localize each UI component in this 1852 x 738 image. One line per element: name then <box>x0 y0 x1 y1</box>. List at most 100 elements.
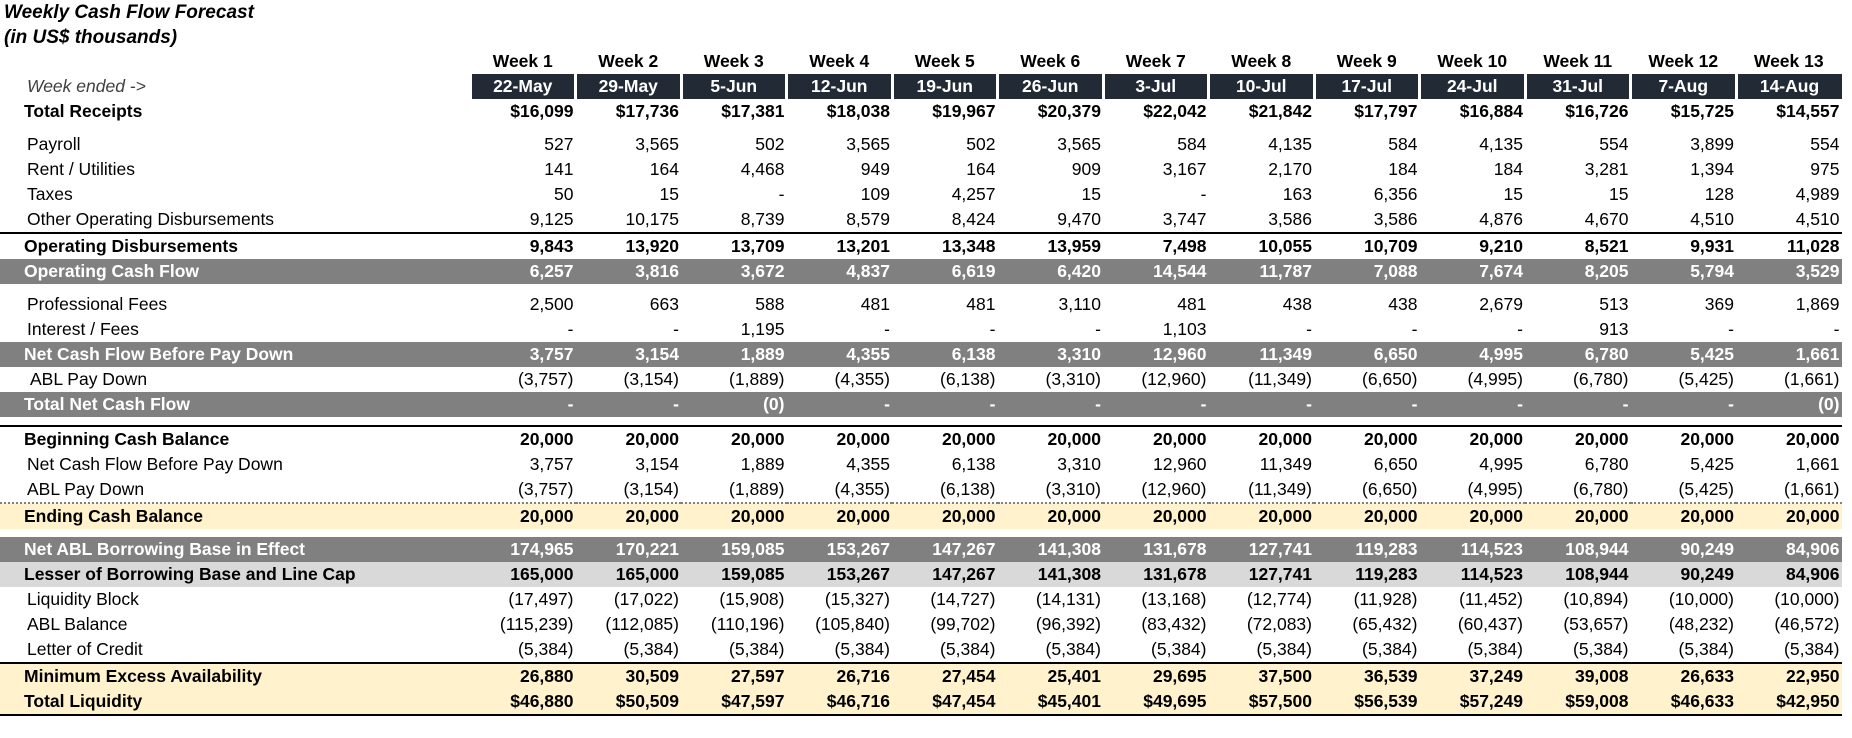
value-cell: 147,267 <box>892 562 998 587</box>
value-cell: 481 <box>1177 294 1207 314</box>
value-cell: 174,965 <box>470 537 576 562</box>
value-cell: $15,725 <box>1670 101 1734 121</box>
value-cell: 128 <box>1704 184 1734 204</box>
value-cell: (5,384) <box>1362 639 1418 659</box>
spacer-row <box>0 529 1842 537</box>
value-cell: 438 <box>1388 294 1418 314</box>
value-cell: $16,099 <box>510 101 574 121</box>
value-cell: 20,000 <box>1103 425 1209 452</box>
value-cell: 15 <box>1609 184 1629 204</box>
value-cell: 164 <box>649 159 679 179</box>
value-cell: - <box>1419 392 1525 417</box>
value-cell: (3,310) <box>997 477 1103 504</box>
value-cell: - <box>1411 319 1418 339</box>
value-cell: 4,135 <box>1268 134 1312 154</box>
value-cell: 913 <box>1599 319 1629 339</box>
ending-cash-balance-row: Ending Cash Balance 20,000 20,000 20,000 20,… <box>0 503 1842 529</box>
week-date-cell: 24-Jul <box>1418 74 1525 99</box>
payroll-row: Payroll 527 3,565 502 3,565 502 3,565 584 4,135 5… <box>0 132 1842 157</box>
value-cell: 3,154 <box>635 454 679 474</box>
value-cell: 3,757 <box>529 454 574 474</box>
header-blank-cell <box>0 49 470 74</box>
value-cell: 5,425 <box>1630 342 1736 367</box>
value-cell: 909 <box>1071 159 1101 179</box>
row-label: Operating Disbursements <box>0 232 470 259</box>
value-cell: (12,774) <box>1246 589 1312 609</box>
value-cell: 3,586 <box>1373 209 1418 229</box>
value-cell: (1,889) <box>681 477 787 504</box>
spacer-row <box>0 417 1842 426</box>
value-cell: 13,959 <box>997 232 1103 259</box>
value-cell: 20,000 <box>1314 503 1420 529</box>
value-cell: 26,633 <box>1630 662 1736 689</box>
value-cell: 165,000 <box>470 562 576 587</box>
value-cell: 37,500 <box>1208 662 1314 689</box>
value-cell: 119,283 <box>1314 537 1420 562</box>
value-cell: 975 <box>1810 159 1840 179</box>
row-label: Letter of Credit <box>27 639 143 659</box>
value-cell: 84,906 <box>1736 537 1842 562</box>
row-label: Liquidity Block <box>27 589 139 609</box>
week-header-cell: Week 2 <box>598 51 659 71</box>
value-cell: 3,565 <box>1057 134 1101 154</box>
value-cell: (60,437) <box>1457 614 1523 634</box>
value-cell: (4,995) <box>1419 477 1525 504</box>
value-cell: (11,349) <box>1248 369 1312 389</box>
total-net-cash-flow-row: Total Net Cash Flow - - (0) - - - - - - - - - (0) <box>0 392 1842 417</box>
row-label: ABL Pay Down <box>0 477 470 504</box>
value-cell: (1,661) <box>1784 369 1840 389</box>
value-cell: $42,950 <box>1736 689 1842 716</box>
value-cell: 184 <box>1388 159 1418 179</box>
value-cell: (13,168) <box>1141 589 1207 609</box>
value-cell: 13,920 <box>575 232 681 259</box>
row-label: Net ABL Borrowing Base in Effect <box>0 537 470 562</box>
value-cell: 663 <box>649 294 679 314</box>
value-cell: - <box>567 319 574 339</box>
row-label: Rent / Utilities <box>27 159 135 179</box>
value-cell: (3,154) <box>575 477 681 504</box>
lesser-of-borrowing-base-and-line-cap-row: Lesser of Borrowing Base and Line Cap 165… <box>0 562 1842 587</box>
value-cell: 9,470 <box>1057 209 1101 229</box>
value-cell: - <box>1833 319 1840 339</box>
value-cell: - <box>673 319 679 339</box>
value-cell: (6,138) <box>892 477 998 504</box>
week-header-cell: Week 5 <box>914 51 975 71</box>
value-cell: 20,000 <box>1208 503 1314 529</box>
value-cell: 14,544 <box>1103 259 1209 284</box>
value-cell: 6,420 <box>997 259 1103 284</box>
value-cell: 4,995 <box>1479 454 1523 474</box>
value-cell: 20,000 <box>1208 425 1314 452</box>
value-cell: 481 <box>966 294 996 314</box>
value-cell: $50,509 <box>575 689 681 716</box>
value-cell: 481 <box>860 294 890 314</box>
value-cell: (17,022) <box>613 589 679 609</box>
value-cell: (11,452) <box>1459 589 1523 609</box>
value-cell: 50 <box>554 184 574 204</box>
value-cell: (96,392) <box>1035 614 1101 634</box>
value-cell: 25,401 <box>997 662 1103 689</box>
value-cell: 20,000 <box>575 425 681 452</box>
value-cell: 6,138 <box>951 454 996 474</box>
value-cell: 20,000 <box>997 503 1103 529</box>
value-cell: 114,523 <box>1419 537 1525 562</box>
value-cell: 6,356 <box>1373 184 1418 204</box>
value-cell: - <box>1314 392 1420 417</box>
value-cell: 3,816 <box>575 259 681 284</box>
value-cell: - <box>786 392 892 417</box>
value-cell: 163 <box>1282 184 1312 204</box>
value-cell: 147,267 <box>892 537 998 562</box>
value-cell: 513 <box>1599 294 1629 314</box>
value-cell: - <box>1728 319 1734 339</box>
value-cell: 184 <box>1493 159 1523 179</box>
value-cell: $45,401 <box>997 689 1103 716</box>
value-cell: (83,432) <box>1141 614 1207 634</box>
value-cell: 131,678 <box>1103 562 1209 587</box>
value-cell: (5,425) <box>1630 477 1736 504</box>
value-cell: (5,384) <box>729 639 785 659</box>
value-cell: 84,906 <box>1736 562 1842 587</box>
value-cell: 4,468 <box>740 159 785 179</box>
value-cell: 8,739 <box>740 209 785 229</box>
value-cell: 11,028 <box>1736 232 1842 259</box>
value-cell: 8,205 <box>1525 259 1631 284</box>
value-cell: (4,355) <box>834 369 890 389</box>
